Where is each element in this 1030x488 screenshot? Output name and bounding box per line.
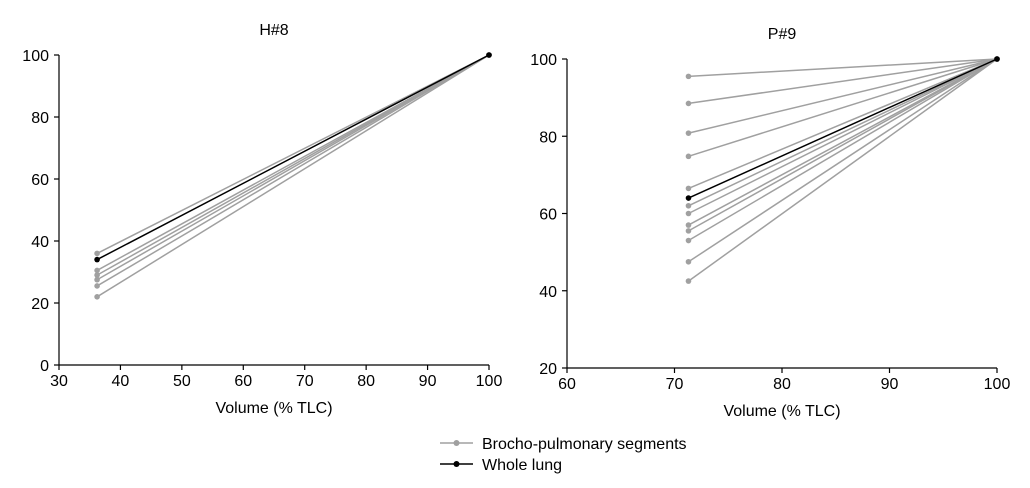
panel-title: P#9 (768, 26, 797, 43)
series-line (96, 54, 490, 261)
x-tick-label: 50 (173, 373, 191, 390)
y-tick-label: 40 (31, 234, 49, 251)
series-segment (685, 56, 1000, 265)
series-line (688, 58, 998, 263)
x-axis-title: Volume (% TLC) (723, 403, 840, 420)
data-point (685, 195, 692, 201)
series-line (688, 58, 998, 282)
y-tick-label: 100 (530, 52, 557, 69)
x-tick-label: 60 (558, 376, 576, 393)
data-point (94, 250, 100, 257)
data-point (685, 228, 692, 234)
y-tick-label: 20 (31, 296, 49, 313)
series-segment (94, 52, 492, 278)
y-tick-label: 20 (539, 361, 557, 378)
data-point (486, 52, 492, 58)
series-segment (685, 56, 1000, 244)
x-axis-title: Volume (% TLC) (215, 400, 332, 417)
data-point (685, 185, 692, 192)
x-tick-label: 80 (357, 373, 375, 390)
data-point (685, 153, 692, 160)
series-line (688, 58, 998, 190)
series-segment (685, 56, 1000, 160)
series-line (688, 58, 998, 215)
series-segment (94, 52, 492, 289)
series-whole-lung (685, 56, 1000, 201)
series-line (688, 58, 998, 158)
series-line (688, 58, 998, 226)
x-tick-label: 70 (666, 376, 684, 393)
data-point (994, 56, 1000, 62)
legend-label: Brocho-pulmonary segments (482, 436, 687, 453)
data-point (685, 202, 692, 209)
legend-label: Whole lung (482, 457, 562, 474)
series-line (96, 54, 490, 298)
series-line (96, 54, 490, 255)
data-point (94, 272, 100, 278)
data-point (685, 130, 692, 136)
legend-item: Whole lung (440, 457, 562, 474)
series-line (96, 54, 490, 281)
series-line (688, 58, 998, 232)
y-tick-label: 40 (539, 284, 557, 301)
y-tick-label: 100 (22, 48, 49, 65)
data-point (94, 267, 100, 274)
x-tick-label: 70 (296, 373, 314, 390)
series-line (688, 58, 998, 134)
series-line (688, 58, 998, 207)
series-segment (94, 52, 492, 300)
x-tick-label: 90 (881, 376, 899, 393)
series-line (688, 58, 998, 242)
series-line (688, 58, 998, 199)
data-point (94, 256, 100, 263)
series-line (96, 54, 490, 287)
y-tick-label: 60 (31, 172, 49, 189)
panel-title: H#8 (259, 22, 288, 39)
x-tick-label: 40 (112, 373, 130, 390)
x-tick-label: 100 (476, 373, 503, 390)
series-whole-lung (94, 52, 492, 263)
legend-swatch-marker (453, 461, 460, 467)
data-point (94, 283, 100, 289)
y-tick-label: 80 (539, 129, 557, 146)
y-tick-label: 80 (31, 110, 49, 127)
chart-panel-p9: P#9 20 40 60 80 100 60 70 80 90 100 Volume (% TLC) (530, 26, 1010, 420)
series-segment (94, 52, 492, 257)
series-segment (685, 56, 1000, 80)
x-tick-label: 30 (50, 373, 68, 390)
data-point (685, 73, 692, 80)
data-point (685, 278, 692, 284)
chart-panel-h8: H#8 0 20 40 60 80 100 30 40 50 60 70 80 90 100 Volume (… (22, 22, 502, 417)
x-tick-label: 100 (984, 376, 1011, 393)
x-tick-label: 60 (234, 373, 252, 390)
y-tick-label: 0 (40, 358, 49, 375)
x-tick-label: 80 (773, 376, 791, 393)
series-line (688, 58, 998, 78)
y-tick-label: 60 (539, 207, 557, 224)
x-tick-label: 90 (419, 373, 437, 390)
series-line (688, 58, 998, 105)
data-point (685, 258, 692, 265)
data-point (685, 237, 692, 244)
data-point (94, 294, 100, 300)
legend: Brocho-pulmonary segments Whole lung (440, 436, 687, 474)
legend-swatch-marker (453, 440, 460, 446)
legend-item: Brocho-pulmonary segments (440, 436, 687, 453)
data-point (685, 210, 692, 217)
data-point (94, 276, 100, 283)
series-segment (94, 52, 492, 283)
data-point (685, 222, 692, 228)
data-point (685, 100, 692, 107)
